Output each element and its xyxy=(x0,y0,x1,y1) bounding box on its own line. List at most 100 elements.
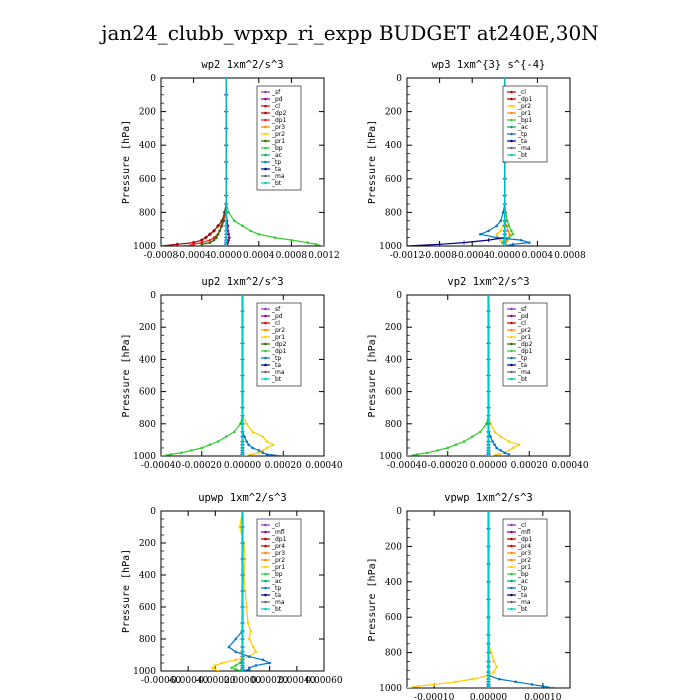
data-point xyxy=(238,661,242,665)
data-point xyxy=(241,655,244,658)
legend-marker xyxy=(510,572,513,576)
data-point xyxy=(241,390,244,393)
y-tick-label: 600 xyxy=(139,175,156,185)
legend-label: _pr2 xyxy=(517,557,531,564)
data-point xyxy=(243,435,246,438)
data-point xyxy=(241,446,244,450)
data-point xyxy=(492,670,496,674)
data-point xyxy=(241,430,244,434)
data-point xyxy=(487,414,490,418)
data-point xyxy=(489,435,492,438)
y-tick-label: 1000 xyxy=(379,242,402,252)
data-point xyxy=(241,573,244,577)
data-point xyxy=(487,309,490,313)
legend-marker xyxy=(510,600,513,604)
legend-label: _ma xyxy=(517,599,531,606)
data-point xyxy=(505,219,509,223)
x-tick-label: 0.00000 xyxy=(224,461,261,471)
data-point xyxy=(241,511,244,513)
data-point xyxy=(241,342,244,345)
y-tick-label: 1000 xyxy=(133,242,156,252)
x-tick-label: 0.0004 xyxy=(522,251,554,261)
data-point xyxy=(462,440,466,443)
data-point xyxy=(489,422,492,426)
legend-label: _ta xyxy=(271,362,281,369)
data-point xyxy=(507,440,511,443)
legend-marker xyxy=(264,321,267,325)
legend-marker xyxy=(510,537,513,541)
data-point xyxy=(487,670,490,674)
data-point xyxy=(503,229,507,233)
data-point xyxy=(487,446,490,450)
data-point xyxy=(407,454,409,456)
data-point xyxy=(241,295,244,297)
data-point xyxy=(497,453,500,456)
legend-marker xyxy=(510,349,513,353)
legend-marker xyxy=(510,328,513,332)
data-point xyxy=(200,244,204,246)
data-point xyxy=(199,238,204,243)
legend-label: _dp1 xyxy=(271,348,287,355)
figure-title: jan24_clubb_wpxp_ri_expp BUDGET at240E,3… xyxy=(99,21,598,45)
legend-label: _sf xyxy=(517,306,527,313)
data-point xyxy=(247,443,250,447)
data-point xyxy=(161,454,163,456)
y-tick-label: 600 xyxy=(385,388,402,398)
data-point xyxy=(224,78,228,80)
data-point xyxy=(224,143,228,147)
data-point xyxy=(241,589,244,593)
y-axis-label: Pressure [hPa] xyxy=(367,120,378,204)
data-point xyxy=(224,160,228,164)
panel-up2: up2 1xm^2/s^3 Pressure [hPa] 0 200 400 600 800… xyxy=(121,276,343,471)
legend-marker xyxy=(264,111,267,115)
legend-marker xyxy=(510,153,513,157)
y-tick-label: 0 xyxy=(150,507,156,517)
legend-marker xyxy=(510,321,513,325)
legend-label: _cl xyxy=(271,522,280,529)
y-tick-label: 600 xyxy=(385,613,402,623)
x-tick-label: -0.0004 xyxy=(455,251,490,261)
y-tick-label: 800 xyxy=(385,420,402,430)
legend-label: _pr1 xyxy=(517,110,531,117)
data-point xyxy=(261,435,265,438)
legend-marker xyxy=(510,104,513,108)
legend-label: _cl xyxy=(271,320,280,327)
data-point xyxy=(241,525,244,529)
data-point xyxy=(241,374,244,377)
data-point xyxy=(265,440,269,443)
data-point xyxy=(241,621,244,625)
x-tick-label: 0.00020 xyxy=(511,461,548,471)
legend-marker xyxy=(264,530,267,534)
data-point xyxy=(487,677,490,681)
data-point xyxy=(224,238,228,242)
legend-marker xyxy=(510,551,513,555)
y-axis-label: Pressure [hPa] xyxy=(121,549,132,633)
legend-marker xyxy=(264,314,267,318)
data-point xyxy=(234,668,238,671)
data-point xyxy=(265,453,269,456)
y-tick-label: 1000 xyxy=(133,452,156,462)
data-point xyxy=(487,430,490,434)
data-point xyxy=(251,430,254,434)
legend-marker xyxy=(264,586,267,590)
data-point xyxy=(511,232,515,236)
data-point xyxy=(227,645,231,649)
legend-marker xyxy=(264,167,267,171)
legend-marker xyxy=(510,586,513,590)
y-tick-label: 0 xyxy=(396,291,402,301)
data-point xyxy=(234,650,238,654)
data-point xyxy=(487,651,490,654)
data-point xyxy=(487,342,490,345)
legend-marker xyxy=(264,118,267,122)
legend-marker xyxy=(264,342,267,346)
y-tick-label: 400 xyxy=(139,141,156,151)
data-point xyxy=(495,446,498,450)
data-point xyxy=(245,440,248,443)
legend-label: _mfl xyxy=(517,529,531,536)
data-point xyxy=(511,243,515,246)
legend-label: _pd xyxy=(517,313,529,320)
legend-marker xyxy=(264,335,267,339)
data-point xyxy=(249,629,252,633)
legend-label: _ta xyxy=(271,166,281,173)
legend-marker xyxy=(264,139,267,143)
